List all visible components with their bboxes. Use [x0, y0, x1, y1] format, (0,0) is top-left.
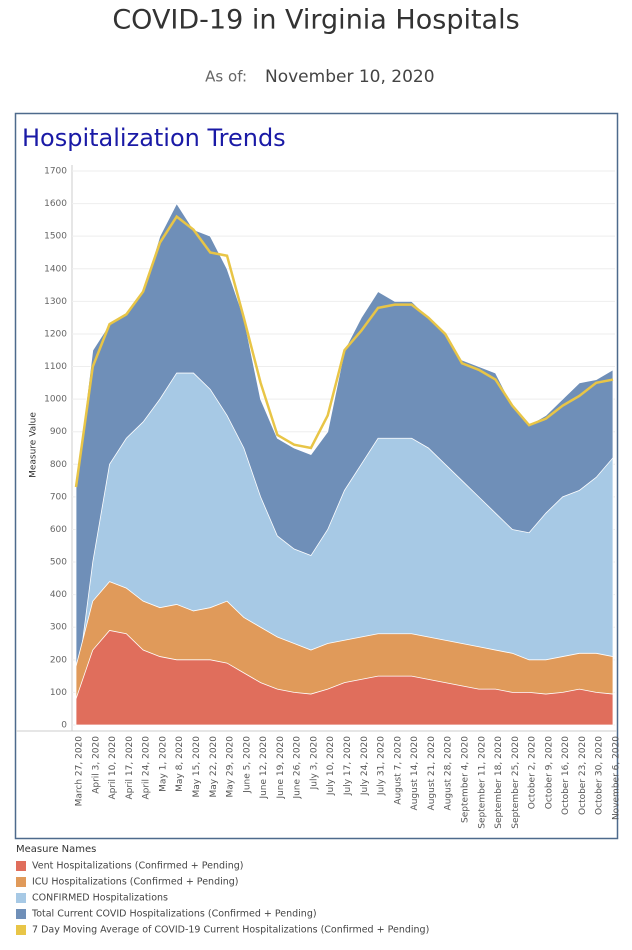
x-tick-label: July 24, 2020 [360, 736, 370, 796]
y-tick-label: 1000 [44, 395, 67, 405]
y-tick-label: 400 [50, 590, 67, 600]
y-tick-label: 600 [50, 525, 67, 535]
legend-label: Vent Hospitalizations (Confirmed + Pendi… [32, 861, 243, 872]
legend-swatch [16, 877, 26, 887]
x-tick-label: October 23, 2020 [578, 736, 588, 815]
x-tick-label: September 4, 2020 [460, 736, 470, 823]
x-tick-label: April 24, 2020 [142, 736, 152, 800]
x-tick-label: July 10, 2020 [326, 736, 336, 796]
x-tick-label: June 26, 2020 [293, 736, 303, 800]
x-tick-label: August 28, 2020 [444, 736, 454, 811]
as-of-label: As of: [205, 68, 247, 86]
x-tick-label: May 1, 2020 [158, 736, 168, 792]
x-tick-label: April 10, 2020 [108, 736, 118, 800]
legend-label: ICU Hospitalizations (Confirmed + Pendin… [32, 877, 239, 888]
y-tick-label: 1400 [44, 264, 67, 274]
legend-swatch [16, 893, 26, 903]
x-tick-label: August 14, 2020 [410, 736, 420, 811]
y-tick-label: 1600 [44, 199, 67, 209]
x-tick-label: June 5, 2020 [242, 736, 252, 794]
x-tick-label: June 19, 2020 [276, 736, 286, 800]
legend-label: Total Current COVID Hospitalizations (Co… [31, 909, 317, 920]
x-tick-label: September 11, 2020 [477, 736, 487, 829]
y-tick-label: 700 [50, 492, 67, 502]
legend-swatch [16, 861, 26, 871]
legend-label: CONFIRMED Hospitalizations [32, 893, 168, 904]
y-tick-label: 200 [50, 655, 67, 665]
y-tick-label: 1300 [44, 297, 67, 307]
y-tick-label: 300 [50, 623, 67, 633]
x-tick-label: August 21, 2020 [427, 736, 437, 811]
y-axis-label: Measure Value [29, 412, 39, 478]
y-tick-label: 900 [50, 427, 67, 437]
x-tick-label: November 6, 2020 [612, 736, 622, 820]
x-tick-label: July 31, 2020 [377, 736, 387, 796]
x-tick-label: October 9, 2020 [544, 736, 554, 810]
x-tick-label: March 27, 2020 [75, 736, 85, 807]
x-tick-label: May 29, 2020 [226, 736, 236, 798]
y-tick-label: 0 [61, 721, 67, 731]
panel-border [14, 112, 619, 840]
x-tick-label: April 17, 2020 [125, 736, 135, 800]
x-tick-label: September 25, 2020 [511, 736, 521, 829]
as-of-date: November 10, 2020 [265, 67, 435, 87]
page-title: COVID-19 in Virginia Hospitals [112, 5, 519, 36]
legend-title: Measure Names [16, 844, 96, 855]
area [75, 630, 614, 726]
legend-swatch [16, 925, 26, 935]
x-tick-label: October 16, 2020 [561, 736, 571, 815]
x-tick-label: May 8, 2020 [175, 736, 185, 792]
y-tick-label: 100 [50, 688, 67, 698]
x-tick-label: October 30, 2020 [595, 736, 605, 815]
panel-title: Hospitalization Trends [22, 124, 286, 152]
x-tick-label: July 17, 2020 [343, 736, 353, 796]
x-tick-label: May 15, 2020 [192, 736, 202, 798]
y-tick-label: 500 [50, 558, 67, 568]
x-tick-label: May 22, 2020 [209, 736, 219, 798]
y-tick-label: 800 [50, 460, 67, 470]
y-tick-label: 1700 [44, 167, 67, 177]
moving-average-line [74, 214, 614, 488]
x-tick-label: August 7, 2020 [393, 736, 403, 805]
x-tick-label: September 18, 2020 [494, 736, 504, 829]
x-tick-label: June 12, 2020 [259, 736, 269, 800]
y-tick-label: 1500 [44, 232, 67, 242]
legend-label: 7 Day Moving Average of COVID-19 Current… [32, 925, 429, 936]
x-tick-label: October 2, 2020 [528, 736, 538, 810]
x-tick-label: April 3, 2020 [91, 736, 101, 794]
y-tick-label: 1200 [44, 329, 67, 339]
legend-swatch [16, 909, 26, 919]
y-tick-label: 1100 [44, 362, 67, 372]
x-tick-label: July 3, 2020 [309, 736, 319, 791]
